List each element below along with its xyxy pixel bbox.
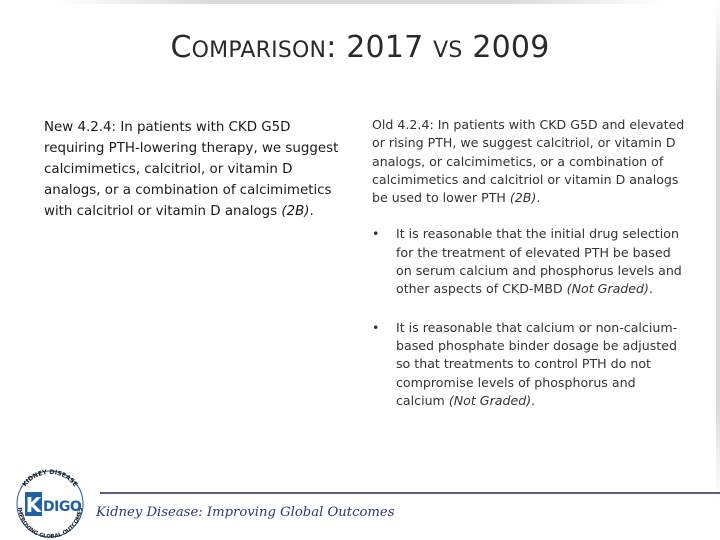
kdigo-logo: KIDNEY DISEASE IMPROVING GLOBAL OUTCOMES… [16, 469, 84, 540]
old-rec-grade: (2B) [509, 190, 537, 206]
svg-text:DIGO: DIGO [43, 499, 82, 515]
old-rec-end: . [536, 190, 541, 206]
bullet-grade: (Not Graded) [566, 281, 649, 297]
new-rec-end: . [309, 204, 314, 219]
old-rec-text: : In patients with CKD G5D and elevated … [372, 117, 685, 206]
right-border [716, 0, 720, 500]
footer-org-name: Kidney Disease: Improving Global Outcome… [96, 505, 395, 520]
bullet-text: It is reasonable that calcium or non-cal… [396, 319, 678, 408]
title-year-new: 2017 [346, 30, 424, 65]
title-vs: VS [433, 38, 463, 63]
bullet-marker: • [372, 226, 380, 242]
list-item: • It is reasonable that the initial drug… [372, 225, 686, 298]
footer-rule [100, 492, 720, 494]
bullet-marker: • [372, 319, 380, 335]
old-rec-label: Old 4.2.4 [372, 117, 430, 132]
title-year-old: 2009 [472, 30, 550, 65]
title-colon: : [326, 30, 337, 65]
bullet-text: It is reasonable that the initial drug s… [396, 226, 682, 297]
old-recommendation: Old 4.2.4: In patients with CKD G5D and … [372, 116, 686, 410]
bullet-end: . [648, 281, 653, 297]
new-rec-text: : In patients with CKD G5D requiring PTH… [44, 120, 339, 219]
bullet-grade: (Not Graded) [448, 392, 532, 408]
list-item: • It is reasonable that calcium or non-c… [372, 319, 686, 410]
svg-text:K: K [26, 493, 43, 517]
new-rec-label: New 4.2.4 [44, 120, 112, 135]
new-recommendation: New 4.2.4: In patients with CKD G5D requ… [44, 117, 344, 222]
title-initial: C [170, 30, 192, 65]
new-rec-grade: (2B) [281, 204, 310, 219]
svg-text:KIDNEY DISEASE: KIDNEY DISEASE [21, 469, 78, 488]
old-rec-bullets: • It is reasonable that the initial drug… [372, 225, 686, 410]
logo-ring-top: KIDNEY DISEASE [21, 469, 78, 488]
bullet-end: . [531, 392, 536, 408]
old-rec-paragraph: Old 4.2.4: In patients with CKD G5D and … [372, 116, 686, 207]
slide-title: COMPARISON: 2017 VS 2009 [0, 30, 720, 65]
title-word: OMPARISON [191, 38, 327, 63]
top-border [0, 0, 720, 4]
